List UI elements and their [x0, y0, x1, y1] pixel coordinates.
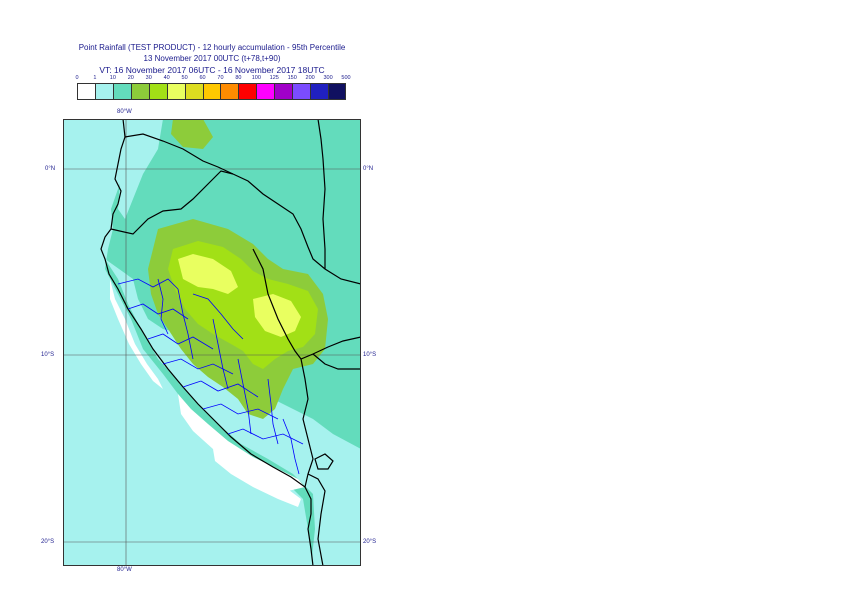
rain-area-20mm-north [171, 119, 213, 149]
lat-label-right-0n: 0°N [363, 166, 374, 172]
border-ecuador-peru [110, 170, 234, 235]
legend-swatch [77, 83, 95, 100]
region-border-7 [227, 428, 304, 445]
lat-label-left-20s: 20°S [41, 539, 55, 545]
legend-swatch [274, 83, 293, 100]
map-title: Point Rainfall (TEST PRODUCT) - 12 hourl… [78, 43, 346, 52]
legend-tick-label: 10 [109, 75, 116, 81]
region-border-9 [177, 288, 194, 360]
map-subtitle-run: 13 November 2017 00UTC (t+78,t+90) [143, 54, 281, 63]
region-border-14 [282, 418, 300, 475]
region-border-4 [162, 358, 234, 375]
border-ecuador-colombia [124, 133, 234, 175]
legend-tick-label: 80 [235, 75, 242, 81]
border-colombia-brazil [317, 119, 326, 269]
legend-tick-label: 150 [287, 75, 297, 81]
legend-tick-label: 0 [75, 75, 79, 81]
light-rain-area-coast [105, 259, 361, 566]
legend-swatch [112, 83, 131, 100]
region-border-12 [267, 378, 279, 445]
lon-label-bottom: 80°W [117, 567, 132, 573]
legend-swatch [202, 83, 221, 100]
legend-tick-label: 300 [323, 75, 333, 81]
map-frame [63, 119, 361, 566]
border-peru-bolivia [300, 358, 314, 488]
legend-tick-label: 500 [341, 75, 351, 81]
map-subtitle-validity: VT: 16 November 2017 06UTC - 16 November… [99, 65, 325, 75]
legend-swatch [310, 83, 329, 100]
color-legend: 0 1 10 20 30 40 50 60 70 80 100 125 150 200 300 500 [0, 0, 842, 110]
legend-swatch [148, 83, 167, 100]
region-border-11 [237, 358, 252, 435]
rain-area-40mm-north [178, 254, 238, 294]
border-bolivia-brazil [312, 353, 361, 370]
legend-tick-label: 40 [163, 75, 170, 81]
region-border-10 [212, 318, 229, 390]
rainfall-map [63, 119, 361, 566]
regional-borders [117, 278, 304, 475]
legend-swatch [256, 83, 275, 100]
legend-swatch [166, 83, 185, 100]
legend-tick-label: 60 [199, 75, 206, 81]
legend-swatch [220, 83, 239, 100]
legend-swatch [328, 83, 346, 100]
border-chile-bolivia [307, 473, 326, 566]
border-peru-brazil [252, 248, 361, 360]
legend-swatch [184, 83, 203, 100]
legend-tick-label: 50 [181, 75, 188, 81]
legend-tick-label: 1 [93, 75, 97, 81]
legend-tick-label: 100 [251, 75, 261, 81]
lat-label-right-10s: 10°S [363, 352, 377, 358]
lon-label-top: 80°W [117, 109, 132, 115]
region-border-6 [202, 403, 279, 420]
legend-swatch [94, 83, 113, 100]
legend-swatch [238, 83, 257, 100]
region-border-13 [192, 293, 244, 340]
region-border-8 [157, 278, 169, 335]
legend-swatch [292, 83, 311, 100]
legend-tick-label: 20 [127, 75, 134, 81]
region-border-2 [127, 303, 189, 320]
region-border-5 [182, 380, 259, 398]
country-borders [100, 119, 361, 566]
border-colombia-peru-brazil [232, 173, 361, 285]
lake-titicaca [314, 453, 334, 470]
region-border-3 [147, 333, 214, 350]
legend-tick-label: 125 [269, 75, 279, 81]
region-border-1 [117, 278, 179, 290]
lat-label-left-0n: 0°N [45, 166, 56, 172]
legend-tick-label: 70 [217, 75, 224, 81]
lat-label-right-20s: 20°S [363, 539, 377, 545]
legend-tick-label: 200 [305, 75, 315, 81]
legend-tick-label: 30 [145, 75, 152, 81]
dry-area-south-coast [213, 449, 301, 507]
legend-swatch [130, 83, 149, 100]
lat-label-left-10s: 10°S [41, 352, 55, 358]
